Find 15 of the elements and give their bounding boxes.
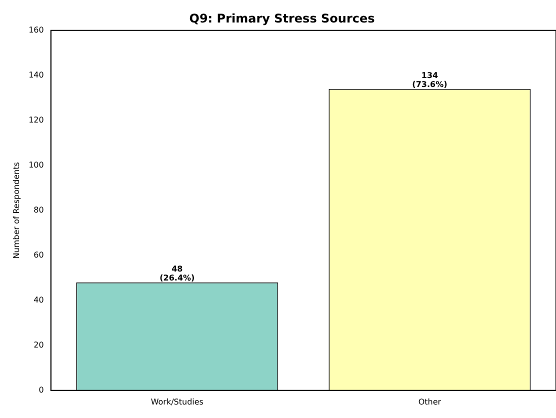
data-label: 48 (26.4%) (160, 264, 195, 282)
y-tick-label: 0 (38, 385, 44, 394)
y-tick-label: 80 (34, 205, 44, 214)
y-tick-label: 20 (34, 340, 44, 350)
y-tick-label: 160 (28, 25, 44, 34)
y-tick-label: 120 (28, 115, 44, 124)
x-tick-label: Work/Studies (150, 397, 204, 406)
y-tick-label: 140 (28, 70, 44, 80)
y-tick-label: 60 (34, 250, 44, 260)
x-tick-label: Other (418, 397, 442, 406)
chart-title: Q9: Primary Stress Sources (189, 11, 375, 26)
y-tick-label: 40 (34, 295, 44, 304)
data-label: 134 (73.6%) (412, 70, 448, 89)
y-axis-title: Number of Respondents (12, 162, 21, 259)
y-tick-label: 100 (28, 160, 44, 170)
